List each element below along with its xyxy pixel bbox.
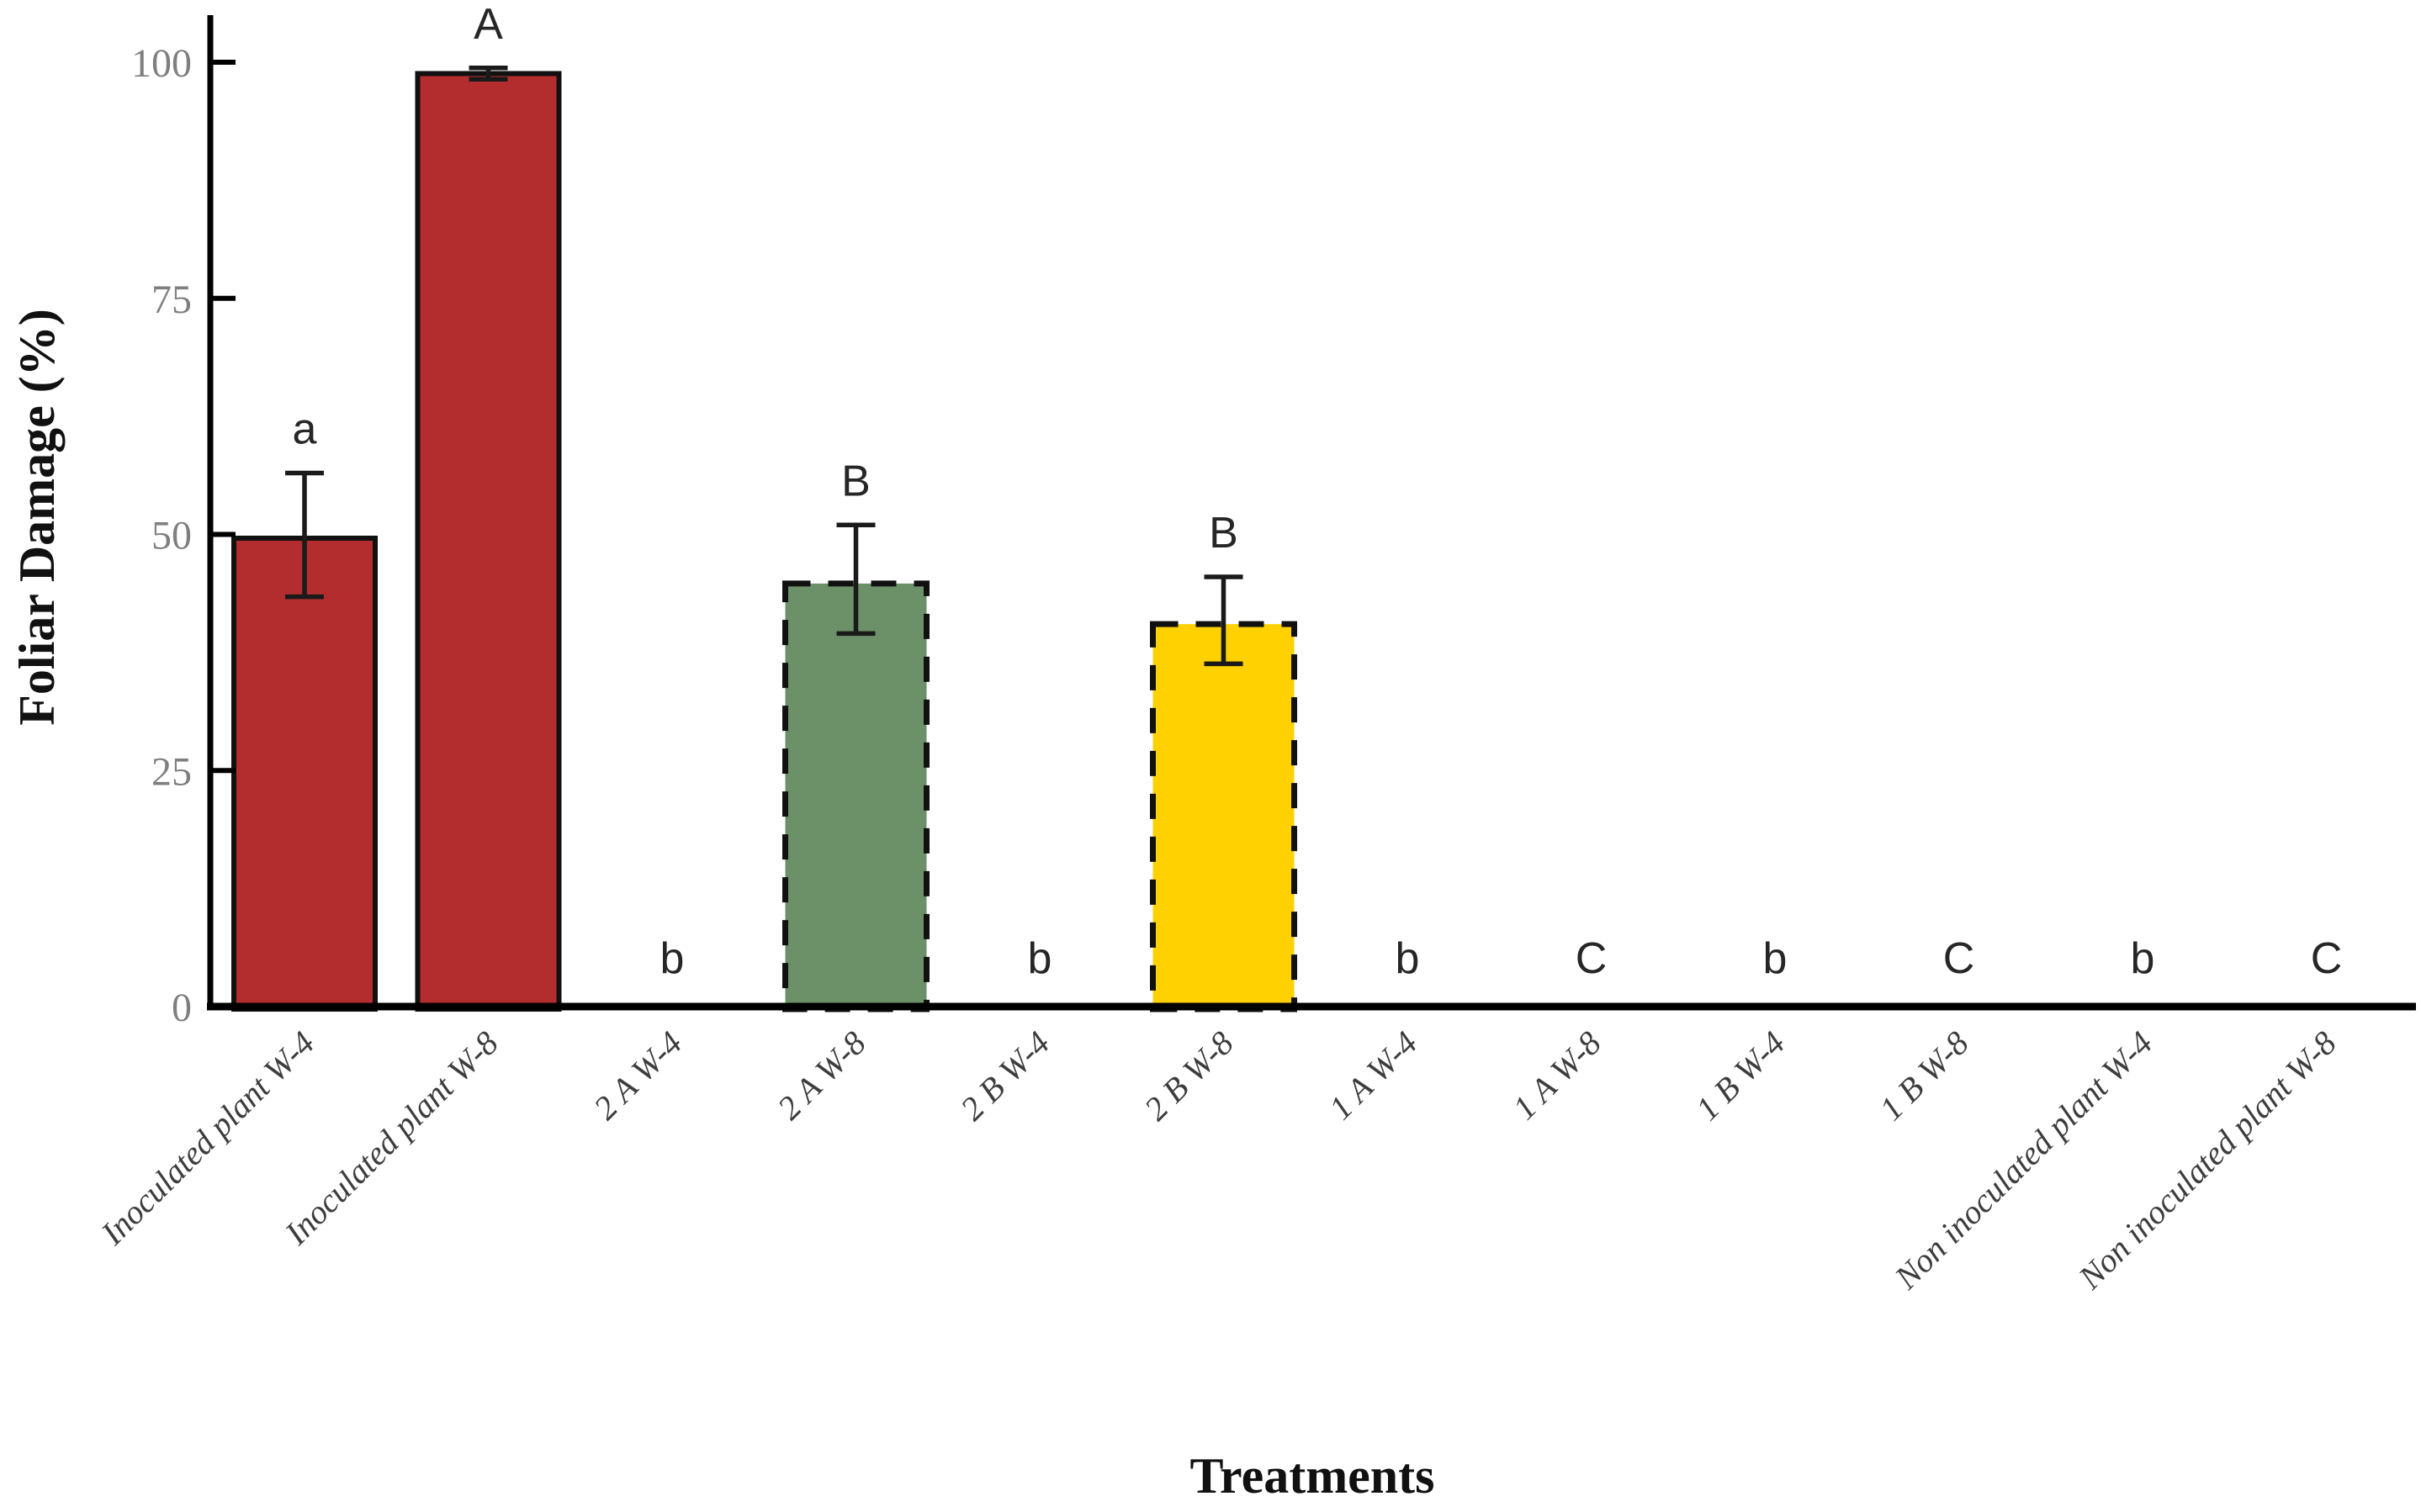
error-bar <box>469 65 508 82</box>
bar <box>782 580 930 1012</box>
bar <box>231 535 378 1012</box>
x-axis-title: Treatments <box>1189 1448 1434 1504</box>
significance-letter: B <box>1209 509 1238 558</box>
y-tick-label: 0 <box>172 986 192 1030</box>
x-tick-label: 2 B W-4 <box>953 1024 1057 1128</box>
significance-letter: C <box>2311 934 2343 983</box>
y-tick-label: 25 <box>151 749 192 794</box>
bar <box>415 71 562 1012</box>
x-tick-label: 2 B W-8 <box>1136 1024 1240 1128</box>
error-bar <box>285 470 324 600</box>
x-tick-label: 2 A W-4 <box>586 1024 689 1127</box>
significance-letter: b <box>1028 934 1052 983</box>
x-tick-label: 2 A W-8 <box>770 1024 872 1127</box>
y-axis-title: Foliar Damage (%) <box>9 309 65 725</box>
x-tick-label: 1 B W-4 <box>1688 1024 1792 1128</box>
error-bar <box>836 522 876 637</box>
x-tick-label: 1 A W-8 <box>1505 1024 1608 1127</box>
bar <box>1150 621 1297 1012</box>
error-bar <box>1204 574 1243 667</box>
x-tick-label: 1 A W-4 <box>1322 1024 1424 1127</box>
significance-letter: b <box>2131 934 2155 983</box>
significance-letter: b <box>1396 934 1420 983</box>
significance-letter: C <box>1576 934 1608 983</box>
x-tick-label: 1 B W-8 <box>1872 1024 1975 1128</box>
y-tick-label: 100 <box>131 41 192 86</box>
y-tick-label: 50 <box>151 514 192 558</box>
significance-letter: C <box>1943 934 1975 983</box>
significance-letter: b <box>660 934 685 983</box>
significance-letter: A <box>474 0 503 49</box>
significance-letter: a <box>293 405 317 454</box>
significance-letter: B <box>841 457 871 505</box>
axes-layer <box>207 15 2416 1011</box>
bars-layer <box>231 65 1297 1012</box>
significance-letter: b <box>1763 934 1788 983</box>
y-tick-label: 75 <box>151 278 192 322</box>
